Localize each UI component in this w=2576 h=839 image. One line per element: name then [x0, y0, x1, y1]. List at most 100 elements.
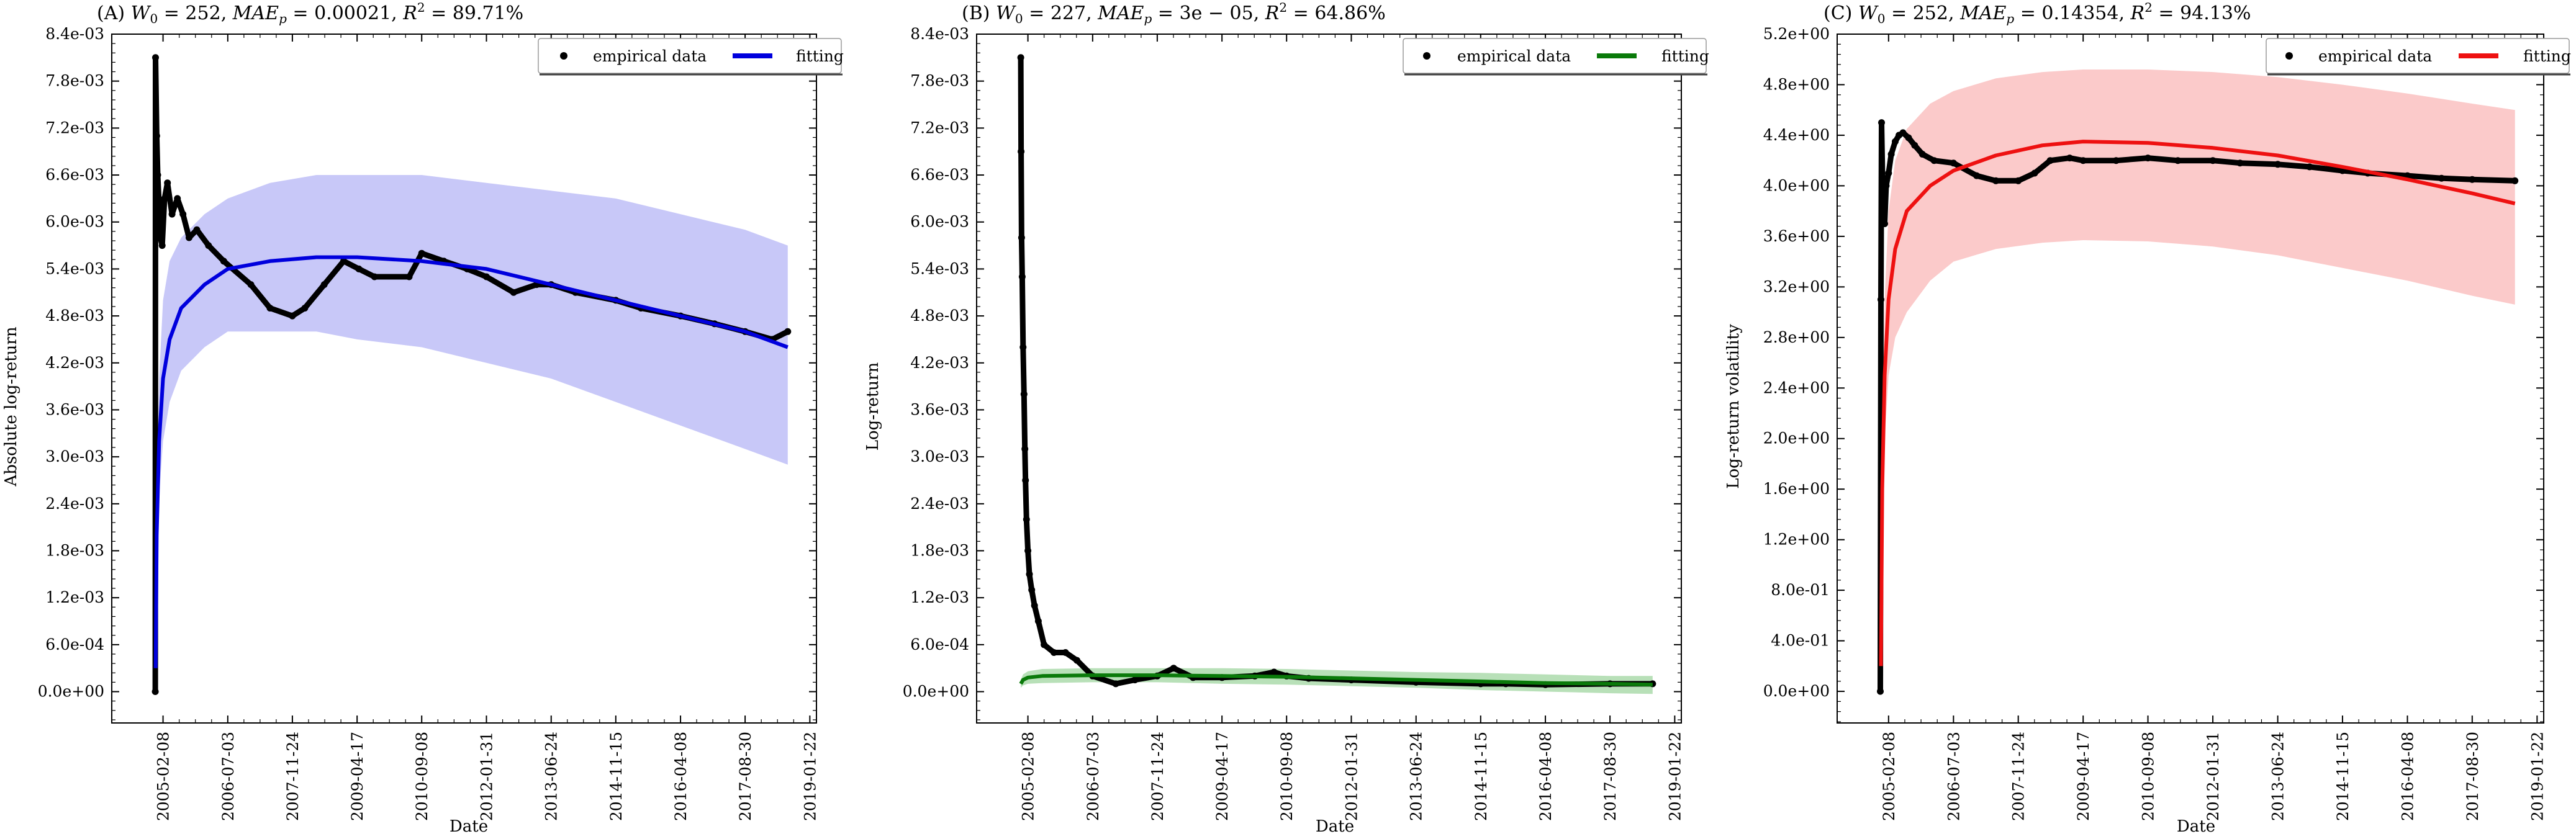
empirical-data-point	[1026, 570, 1033, 578]
empirical-data-point	[1899, 129, 1907, 137]
plot-area: 0.0e+00 6.0e-04 1.2e-03 1.8e-03 2.4e-03 3.0e-…	[903, 25, 1684, 821]
x-tick-label: 2019-01-22	[2528, 732, 2546, 821]
y-tick-label: 2.0e+00	[1763, 429, 1830, 447]
empirical-data-point	[179, 210, 187, 218]
y-tick-label: 1.2e+00	[1763, 531, 1830, 549]
x-tick-label: 2016-04-08	[2399, 732, 2417, 821]
legend-box	[1403, 38, 1707, 74]
y-tick-label: 7.8e-03	[910, 72, 969, 90]
x-tick-label: 2006-07-03	[1084, 732, 1102, 821]
legend-empirical-marker	[2285, 52, 2293, 60]
y-axis-label: Log-return	[864, 362, 882, 451]
panel-a: (A) W0 = 252, MAEp = 0.00021, R2 = 89.71…	[2, 0, 844, 836]
fit-line	[1019, 673, 1653, 687]
empirical-data-point	[1878, 119, 1885, 127]
empirical-data-point	[1992, 177, 2000, 184]
empirical-data-point	[2066, 155, 2073, 162]
empirical-data-point	[1950, 159, 1957, 167]
empirical-data-point	[186, 234, 192, 241]
y-tick-label: 4.8e+00	[1763, 75, 1830, 93]
empirical-data-point	[405, 273, 413, 280]
empirical-data-point	[156, 234, 164, 241]
empirical-data-point	[1073, 657, 1080, 664]
empirical-data-point	[2112, 157, 2120, 164]
y-tick-label: 1.2e-03	[45, 588, 104, 606]
empirical-data-point	[1973, 172, 1981, 179]
empirical-data-point	[2236, 159, 2244, 167]
x-tick-label: 2007-11-24	[2010, 732, 2028, 821]
y-tick-label: 4.4e+00	[1763, 126, 1830, 144]
empirical-data-point	[2079, 157, 2087, 164]
empirical-data-point	[2015, 177, 2022, 184]
x-axis-label: Date	[450, 817, 488, 836]
x-tick-label: 2014-11-15	[2334, 732, 2352, 821]
empirical-data-point	[220, 258, 227, 265]
empirical-data-point	[1930, 157, 1938, 164]
empirical-data-point	[2306, 163, 2313, 171]
panel-title: (C) W0 = 252, MAEp = 0.14354, R2 = 94.13…	[1824, 0, 2251, 26]
x-tick-label: 2009-04-17	[1213, 732, 1231, 821]
y-tick-label: 3.6e-03	[45, 400, 104, 418]
x-tick-label: 2017-08-30	[1601, 732, 1619, 821]
legend-box	[2266, 38, 2570, 74]
y-tick-label: 4.2e-03	[45, 354, 104, 372]
y-tick-label: 5.2e+00	[1763, 25, 1830, 43]
y-tick-label: 2.8e+00	[1763, 328, 1830, 346]
panel-b: (B) W0 = 227, MAEp = 3e − 05, R2 = 64.86…	[864, 0, 1709, 836]
x-tick-label: 2010-09-08	[2140, 732, 2158, 821]
x-tick-label: 2013-06-24	[2269, 732, 2287, 821]
plot-area: 0.0e+00 6.0e-04 1.2e-03 1.8e-03 2.4e-03 3.0e-…	[38, 25, 820, 821]
empirical-data-point	[151, 688, 159, 695]
y-tick-label: 1.8e-03	[45, 542, 104, 560]
empirical-data-point	[1017, 54, 1024, 61]
y-tick-label: 0.0e+00	[1763, 682, 1830, 700]
empirical-data-point	[2144, 155, 2151, 162]
y-tick-label: 6.6e-03	[910, 166, 969, 184]
empirical-data-point	[340, 258, 347, 265]
y-tick-label: 6.0e-03	[910, 213, 969, 231]
x-tick-label: 2013-06-24	[543, 732, 561, 821]
legend: empirical data fitting	[2266, 38, 2571, 76]
y-tick-label: 7.8e-03	[45, 72, 104, 90]
x-tick-label: 2016-04-08	[672, 732, 690, 821]
empirical-data-point	[1887, 151, 1895, 158]
y-tick-label: 8.4e-03	[45, 25, 104, 43]
empirical-data-point	[152, 54, 159, 61]
empirical-data-point	[266, 305, 274, 312]
y-tick-label: 6.0e-03	[45, 213, 104, 231]
empirical-data-point	[320, 281, 328, 289]
x-tick-label: 2014-11-15	[607, 732, 625, 821]
empirical-data-point	[247, 281, 255, 289]
empirical-data-point	[2174, 157, 2182, 164]
x-axis-label: Date	[2177, 817, 2215, 836]
empirical-data-point	[1019, 344, 1027, 351]
x-tick-label: 2019-01-22	[801, 732, 819, 821]
empirical-data-point	[784, 328, 792, 335]
empirical-data-point	[1270, 668, 1278, 676]
y-tick-label: 4.0e-01	[1771, 632, 1830, 650]
x-tick-label: 2009-04-17	[348, 732, 366, 821]
empirical-data-point	[1034, 617, 1042, 625]
x-tick-label: 2007-11-24	[284, 732, 302, 821]
x-tick-label: 2010-09-08	[413, 732, 431, 821]
empirical-data-point	[1031, 602, 1038, 609]
empirical-data-point	[205, 242, 212, 249]
empirical-data-point	[1041, 641, 1048, 648]
empirical-data-point	[1028, 586, 1036, 594]
empirical-data-point	[1885, 169, 1892, 177]
empirical-data-point	[1022, 477, 1029, 484]
y-tick-label: 8.0e-01	[1771, 581, 1830, 599]
x-tick-label: 2006-07-03	[219, 732, 237, 821]
y-tick-label: 2.4e+00	[1763, 379, 1830, 397]
empirical-data-point	[1018, 148, 1025, 155]
panel-title: (B) W0 = 227, MAEp = 3e − 05, R2 = 64.86…	[962, 0, 1386, 26]
empirical-data-point	[1023, 516, 1030, 523]
empirical-data-point	[1877, 688, 1884, 695]
empirical-data-point	[2511, 177, 2519, 184]
legend-empirical-label: empirical data	[1457, 47, 1571, 65]
empirical-data-point	[371, 273, 378, 280]
x-tick-label: 2010-09-08	[1278, 732, 1296, 821]
empirical-data-point	[158, 242, 166, 249]
y-tick-label: 4.8e-03	[910, 307, 969, 325]
